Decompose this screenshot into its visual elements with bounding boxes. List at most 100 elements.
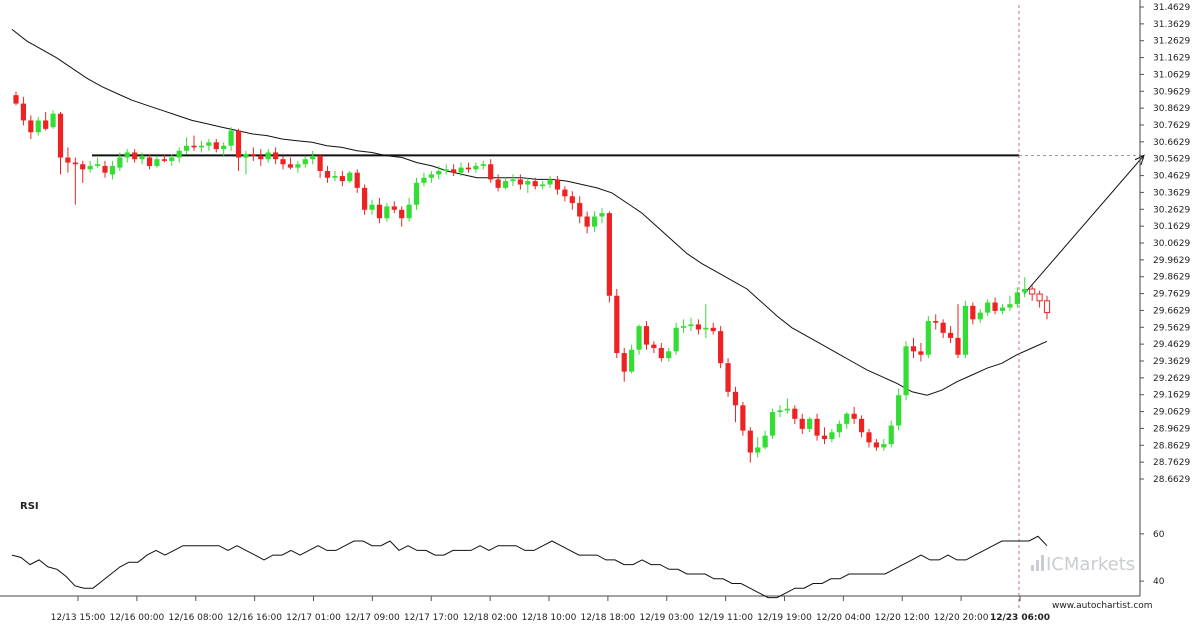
candle <box>940 319 946 338</box>
y-tick-label: 29.2629 <box>1153 374 1190 384</box>
candle <box>688 317 694 332</box>
candle <box>673 322 679 355</box>
candle <box>703 304 709 338</box>
candle-body <box>985 302 991 313</box>
candle <box>428 171 434 183</box>
x-tick-label: 12/16 16:00 <box>227 613 282 623</box>
candle-body <box>376 204 383 219</box>
candle <box>146 154 153 170</box>
candle-body <box>421 177 427 183</box>
candle-body <box>992 302 998 311</box>
x-tick-label: 12/19 11:00 <box>698 613 753 623</box>
candle <box>999 304 1006 315</box>
candle-body <box>436 171 442 175</box>
candle-body <box>784 408 790 411</box>
candle <box>614 289 620 359</box>
y-tick-label: 30.5629 <box>1153 155 1190 165</box>
candle <box>985 299 991 316</box>
y-tick-label: 29.4629 <box>1153 340 1190 350</box>
candle <box>918 342 924 362</box>
candle <box>376 197 383 224</box>
y-tick-label: 31.3629 <box>1153 20 1190 30</box>
candle <box>547 176 553 188</box>
candle-body <box>124 152 130 158</box>
candle-body <box>488 164 494 180</box>
candle-body <box>821 435 828 440</box>
candle <box>213 138 219 153</box>
candle-body <box>169 157 175 161</box>
candle <box>154 155 160 168</box>
y-tick-label: 30.6629 <box>1153 138 1190 148</box>
candle <box>109 160 116 180</box>
candle-body <box>955 337 961 355</box>
candle <box>502 177 509 190</box>
candle-body <box>413 182 420 205</box>
candle <box>584 211 590 234</box>
candle-body <box>636 326 642 350</box>
candle <box>562 186 568 202</box>
candle-body <box>799 418 805 429</box>
candle <box>161 154 167 163</box>
candle <box>443 164 449 175</box>
candle-body <box>540 184 546 187</box>
candle <box>265 149 271 163</box>
y-tick-label: 30.9629 <box>1153 87 1190 97</box>
candle-body <box>970 305 976 320</box>
candle-body <box>525 181 531 185</box>
candle-body <box>1043 300 1051 314</box>
candle-body <box>940 322 946 333</box>
candle <box>532 177 538 190</box>
candle <box>258 149 264 166</box>
candle <box>295 160 301 173</box>
candle-body <box>532 181 538 187</box>
candle-body <box>999 307 1006 311</box>
candle-body <box>910 346 917 352</box>
candle <box>814 413 820 441</box>
candle-body <box>102 165 108 173</box>
candle <box>473 162 479 173</box>
candle <box>799 413 805 434</box>
candle-body <box>903 346 909 396</box>
candle-body <box>258 155 264 160</box>
y-tick-label: 28.9629 <box>1153 424 1190 434</box>
candle <box>851 407 857 424</box>
x-tick-label: 12/18 02:00 <box>463 613 518 623</box>
candle <box>302 155 308 168</box>
candle-body <box>72 162 78 165</box>
x-axis: 12/13 15:00 12/16 00:00 12/16 08:00 12/16 1… <box>0 5 1140 623</box>
candle <box>495 174 501 192</box>
candle <box>925 315 931 359</box>
candle-body <box>428 174 434 178</box>
candle <box>191 135 197 151</box>
candle <box>1036 290 1043 308</box>
candle <box>732 386 739 423</box>
candle-body <box>369 204 375 210</box>
candle-body <box>302 159 308 165</box>
candle <box>1043 295 1051 320</box>
candle-body <box>139 155 145 160</box>
candle <box>399 206 405 227</box>
x-tick-label: 12/17 01:00 <box>286 613 341 623</box>
candle-body <box>554 179 561 190</box>
candle <box>970 302 976 325</box>
candle-body <box>651 344 657 349</box>
candle <box>235 128 242 172</box>
candle-body <box>362 187 368 210</box>
candle-body <box>836 423 842 433</box>
y-tick-label: 29.0629 <box>1153 408 1190 418</box>
candle-body <box>317 155 323 172</box>
y-tick-label: 30.1629 <box>1153 222 1190 232</box>
candle-body <box>591 216 598 227</box>
candle <box>933 314 939 330</box>
candle-body <box>695 324 701 330</box>
candle <box>273 147 279 165</box>
candle <box>1029 285 1036 301</box>
candle <box>20 96 27 126</box>
watermark-logo-icon <box>1031 555 1044 571</box>
y-tick-label: 31.0629 <box>1153 70 1190 80</box>
candle <box>94 157 101 168</box>
candle <box>436 165 442 180</box>
candle-body <box>1036 293 1043 302</box>
y-tick-label: 29.5629 <box>1153 323 1190 333</box>
candle <box>881 439 887 451</box>
